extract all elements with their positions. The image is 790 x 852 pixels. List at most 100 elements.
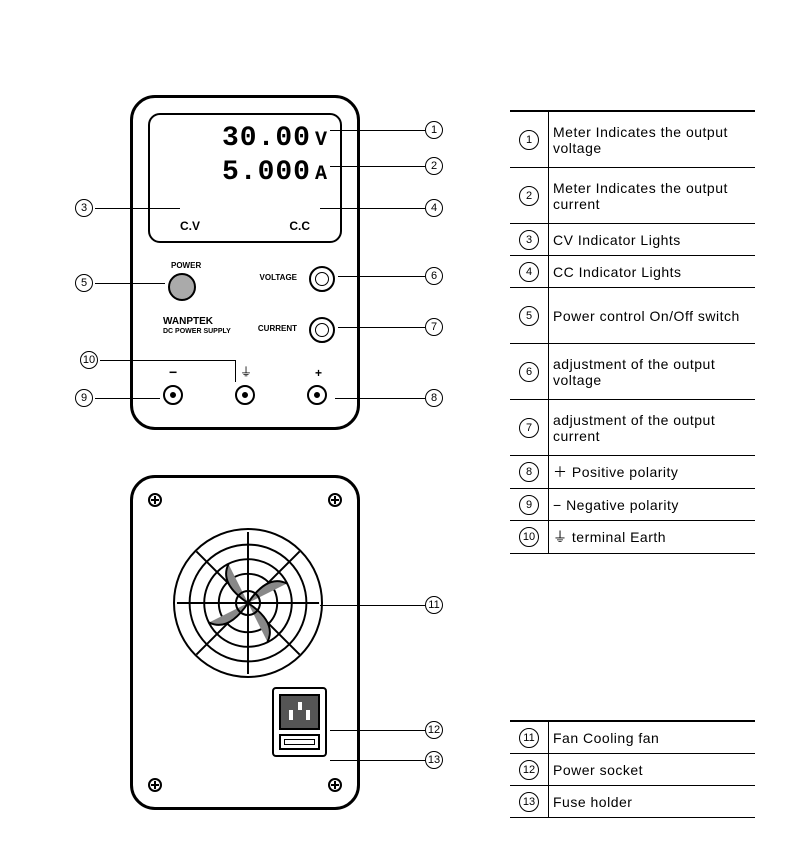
- voltage-value: 30.00: [222, 123, 311, 154]
- legend-number-cell: 4: [510, 256, 548, 287]
- callout-number-1: 1: [425, 121, 443, 139]
- voltage-knob[interactable]: [309, 266, 335, 292]
- device-back-panel: [130, 475, 360, 810]
- legend-row: 7adjustment of the output current: [510, 400, 755, 456]
- legend-number-circle: 3: [519, 230, 539, 250]
- legend-table-1: 1 Meter Indicates the output voltage 2 Mete…: [510, 110, 755, 554]
- voltage-knob-label: VOLTAGE: [260, 273, 297, 282]
- current-knob-label: CURRENT: [258, 324, 297, 333]
- legend-number-circle: 5: [519, 306, 539, 326]
- legend-row: 3 CV Indicator Lights: [510, 224, 755, 256]
- power-socket-housing: [272, 687, 327, 757]
- callout-line: [95, 398, 160, 399]
- power-socket[interactable]: [279, 694, 320, 730]
- current-knob[interactable]: [309, 317, 335, 343]
- legend-description: ⏚ terminal Earth: [548, 521, 755, 553]
- positive-terminal[interactable]: [307, 385, 327, 405]
- callout-line: [335, 398, 425, 399]
- callout-line: [95, 283, 165, 284]
- legend-description: adjustment of the output voltage: [548, 344, 755, 399]
- callout-line: [320, 605, 425, 606]
- callout-line: [330, 130, 425, 131]
- legend-description: CV Indicator Lights: [548, 224, 755, 255]
- legend-description: Fuse holder: [548, 786, 755, 817]
- socket-pin: [306, 710, 310, 720]
- callout-number-6: 6: [425, 267, 443, 285]
- power-label: POWER: [171, 261, 201, 270]
- legend-number-cell: 6: [510, 344, 548, 399]
- callout-line: [330, 760, 425, 761]
- legend-row: 6 adjustment of the output voltage: [510, 344, 755, 400]
- callout-number-4: 4: [425, 199, 443, 217]
- legend-number-circle: 12: [519, 760, 539, 780]
- callout-number-5: 5: [75, 274, 93, 292]
- fan-hub: [235, 590, 261, 616]
- legend-number-cell: 7: [510, 400, 548, 455]
- legend-number-circle: 9: [519, 495, 539, 515]
- cv-indicator-label: C.V: [180, 219, 200, 233]
- fan-grille: [173, 528, 323, 678]
- legend-table-2: 11Fan Cooling fan12Power socket13Fuse ho…: [510, 720, 755, 818]
- callout-number-9: 9: [75, 389, 93, 407]
- legend-row: 5 Power control On/Off switch: [510, 288, 755, 344]
- legend-description: ＋ Positive polarity: [548, 456, 755, 488]
- callout-line: [235, 360, 236, 382]
- current-unit: A: [315, 163, 328, 186]
- legend-number-circle: 1: [519, 130, 539, 150]
- earth-terminal[interactable]: [235, 385, 255, 405]
- screw-icon: [328, 493, 342, 507]
- negative-symbol: −: [169, 364, 177, 380]
- callout-line: [95, 208, 180, 209]
- callout-number-8: 8: [425, 389, 443, 407]
- legend-row: 9 − Negative polarity: [510, 489, 755, 521]
- legend-number-circle: 11: [519, 728, 539, 748]
- screw-icon: [148, 778, 162, 792]
- legend-number-circle: 6: [519, 362, 539, 382]
- socket-pin: [289, 710, 293, 720]
- callout-line: [330, 730, 425, 731]
- legend-number-cell: 5: [510, 288, 548, 343]
- legend-description: Meter Indicates the output current: [548, 168, 755, 223]
- legend-number-circle: 13: [519, 792, 539, 812]
- callout-number-11: 11: [425, 596, 443, 614]
- display-panel: 30.00V 5.000A C.V C.C: [148, 113, 342, 243]
- callout-line: [338, 276, 425, 277]
- callout-number-10: 10: [80, 351, 98, 369]
- callout-line: [338, 327, 425, 328]
- legend-number-cell: 13: [510, 786, 548, 817]
- legend-number-cell: 8: [510, 456, 548, 488]
- legend-number-circle: 2: [519, 186, 539, 206]
- callout-line: [100, 360, 235, 361]
- legend-row: 10 ⏚ terminal Earth: [510, 521, 755, 554]
- callout-number-2: 2: [425, 157, 443, 175]
- legend-number-circle: 10: [519, 527, 539, 547]
- callout-line: [330, 166, 425, 167]
- screw-icon: [148, 493, 162, 507]
- callout-line: [320, 208, 425, 209]
- legend-number-cell: 3: [510, 224, 548, 255]
- cc-indicator-label: C.C: [289, 219, 310, 233]
- legend-row: 11 Fan Cooling fan: [510, 722, 755, 754]
- legend-description: Power control On/Off switch: [548, 288, 755, 343]
- current-value: 5.000: [222, 157, 311, 188]
- current-meter: 5.000A: [222, 157, 328, 188]
- legend-description: Meter Indicates the output voltage: [548, 112, 755, 167]
- legend-description: Fan Cooling fan: [548, 722, 755, 753]
- legend-row: 1 Meter Indicates the output voltage: [510, 112, 755, 168]
- legend-description: − Negative polarity: [548, 489, 755, 520]
- power-button[interactable]: [168, 273, 196, 301]
- voltage-meter: 30.00V: [222, 123, 328, 154]
- device-front-panel: 30.00V 5.000A C.V C.C POWER VOLTAGE CURR…: [130, 95, 360, 430]
- socket-pin: [298, 702, 302, 710]
- callout-number-3: 3: [75, 199, 93, 217]
- legend-number-cell: 9: [510, 489, 548, 520]
- negative-terminal[interactable]: [163, 385, 183, 405]
- brand-label: WANPTEK: [163, 316, 213, 327]
- fuse-holder[interactable]: [279, 734, 320, 750]
- legend-row: 8＋ Positive polarity: [510, 456, 755, 489]
- voltage-unit: V: [315, 129, 328, 152]
- legend-number-cell: 12: [510, 754, 548, 785]
- legend-row: 13 Fuse holder: [510, 786, 755, 818]
- callout-number-12: 12: [425, 721, 443, 739]
- legend-row: 4CC Indicator Lights: [510, 256, 755, 288]
